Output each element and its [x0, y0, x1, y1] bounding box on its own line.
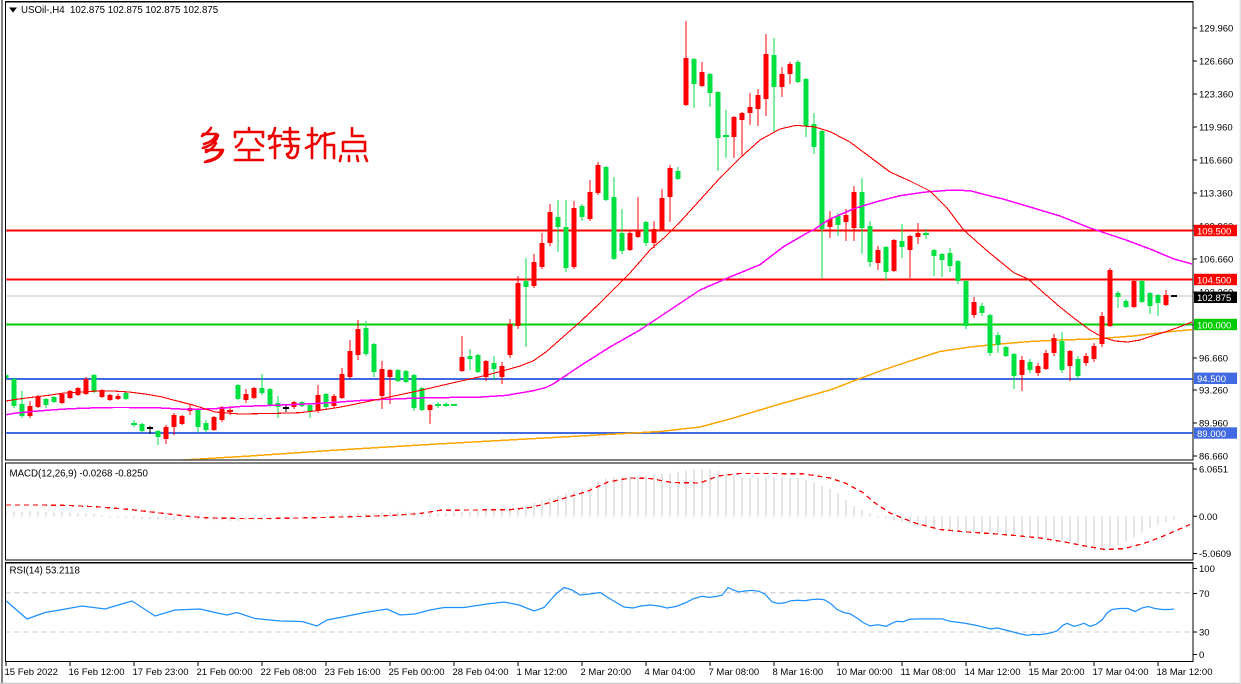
- svg-text:MACD(12,26,9) -0.0268 -0.8250: MACD(12,26,9) -0.0268 -0.8250: [10, 469, 149, 480]
- svg-text:123.360: 123.360: [1199, 90, 1233, 101]
- svg-text:70: 70: [1199, 589, 1210, 600]
- svg-text:10 Mar 00:00: 10 Mar 00:00: [837, 667, 893, 678]
- svg-text:93.260: 93.260: [1199, 386, 1228, 397]
- svg-text:0: 0: [1199, 650, 1204, 661]
- svg-text:17 Feb 23:00: 17 Feb 23:00: [133, 667, 189, 678]
- svg-text:102.875: 102.875: [1197, 293, 1231, 304]
- svg-text:18 Mar 12:00: 18 Mar 12:00: [1157, 667, 1213, 678]
- svg-text:109.500: 109.500: [1197, 226, 1231, 237]
- svg-text:89.000: 89.000: [1197, 429, 1226, 440]
- svg-text:25 Feb 00:00: 25 Feb 00:00: [389, 667, 445, 678]
- svg-text:100: 100: [1199, 564, 1215, 575]
- svg-text:94.500: 94.500: [1197, 374, 1226, 385]
- svg-text:RSI(14) 53.2118: RSI(14) 53.2118: [10, 566, 80, 577]
- svg-text:0.00: 0.00: [1199, 512, 1218, 523]
- svg-text:8 Mar 16:00: 8 Mar 16:00: [773, 667, 824, 678]
- svg-text:100.000: 100.000: [1197, 320, 1231, 331]
- svg-text:113.360: 113.360: [1199, 189, 1233, 200]
- svg-text:126.660: 126.660: [1199, 57, 1233, 68]
- svg-text:17 Mar 04:00: 17 Mar 04:00: [1093, 667, 1149, 678]
- svg-text:7 Mar 08:00: 7 Mar 08:00: [709, 667, 760, 678]
- svg-text:23 Feb 16:00: 23 Feb 16:00: [325, 667, 381, 678]
- svg-text:15 Mar 20:00: 15 Mar 20:00: [1029, 667, 1085, 678]
- svg-text:1 Mar 12:00: 1 Mar 12:00: [517, 667, 568, 678]
- svg-text:6.0651: 6.0651: [1199, 465, 1228, 476]
- svg-text:15 Feb 2022: 15 Feb 2022: [5, 667, 58, 678]
- svg-text:USOil-,H4 102.875 102.875 102: USOil-,H4 102.875 102.875 102.875 102.87…: [21, 5, 218, 16]
- svg-text:22 Feb 08:00: 22 Feb 08:00: [261, 667, 317, 678]
- svg-text:16 Feb 12:00: 16 Feb 12:00: [69, 667, 125, 678]
- svg-text:89.960: 89.960: [1199, 419, 1228, 430]
- svg-text:106.660: 106.660: [1199, 255, 1233, 266]
- svg-text:30: 30: [1199, 628, 1210, 639]
- svg-text:119.960: 119.960: [1199, 123, 1233, 134]
- svg-text:11 Mar 08:00: 11 Mar 08:00: [901, 667, 956, 678]
- svg-text:104.500: 104.500: [1197, 275, 1231, 286]
- svg-text:21 Feb 00:00: 21 Feb 00:00: [197, 667, 253, 678]
- svg-text:-5.0609: -5.0609: [1199, 549, 1231, 560]
- svg-text:2 Mar 20:00: 2 Mar 20:00: [581, 667, 632, 678]
- svg-text:28 Feb 04:00: 28 Feb 04:00: [453, 667, 509, 678]
- svg-text:116.660: 116.660: [1199, 156, 1233, 167]
- svg-text:14 Mar 12:00: 14 Mar 12:00: [965, 667, 1021, 678]
- svg-text:86.660: 86.660: [1199, 452, 1228, 463]
- svg-text:4 Mar 04:00: 4 Mar 04:00: [645, 667, 696, 678]
- svg-text:96.660: 96.660: [1199, 354, 1228, 365]
- svg-text:129.960: 129.960: [1199, 24, 1233, 35]
